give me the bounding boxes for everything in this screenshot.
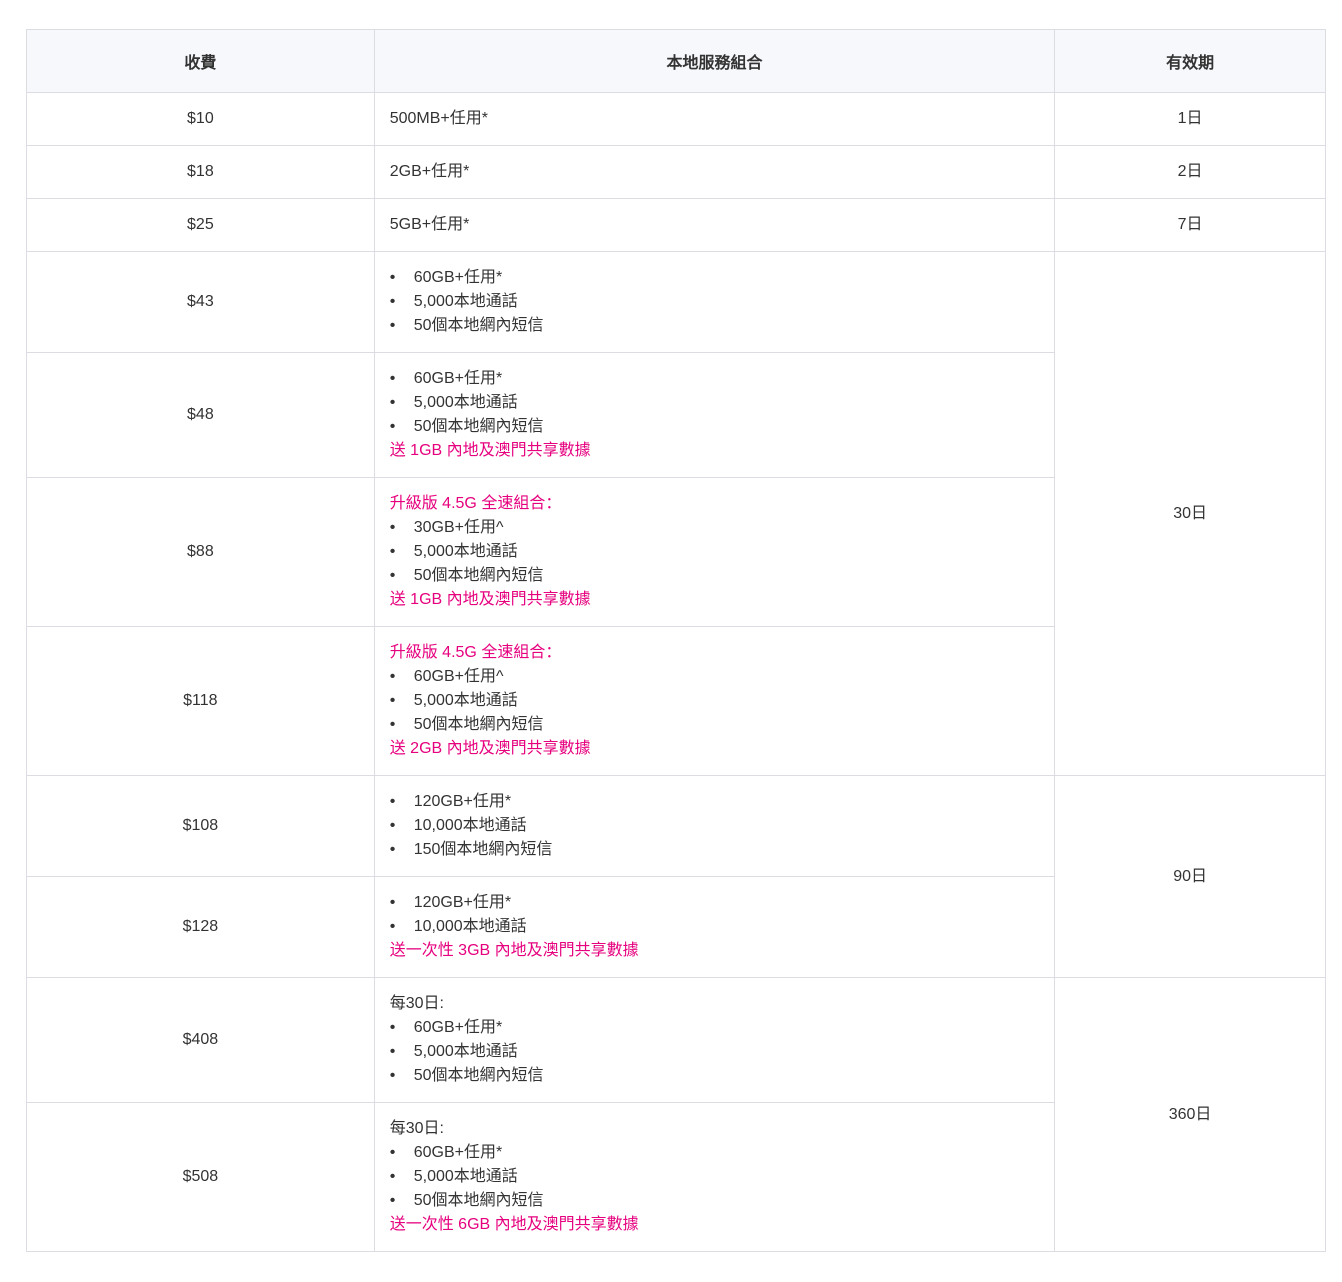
package-cell: 60GB+任用*5,000本地通話50個本地網內短信送 1GB 內地及澳門共享數… — [373, 352, 1056, 478]
bullet-item: 60GB+任用* — [390, 1016, 1039, 1040]
bullet-item: 10,000本地通話 — [390, 915, 1039, 939]
table-row: $25 5GB+任用* 7日 — [26, 198, 1326, 252]
bullet-item: 5,000本地通話 — [390, 1040, 1039, 1064]
bullet-item: 5,000本地通話 — [390, 689, 1039, 713]
validity-cell: 7日 — [1054, 198, 1326, 252]
package-cell: 500MB+任用* — [373, 92, 1056, 146]
table-row: $4860GB+任用*5,000本地通話50個本地網內短信送 1GB 內地及澳門… — [26, 352, 1326, 478]
package-cell: 2GB+任用* — [373, 145, 1056, 199]
table-body: $10 500MB+任用* 1日 $18 2GB+任用* 2日 $25 5GB+任用* 7日 $4… — [26, 92, 1326, 1252]
promo-text: 送 2GB 內地及澳門共享數據 — [389, 740, 591, 757]
bullet-item: 120GB+任用* — [390, 891, 1039, 915]
header-price: 收費 — [26, 29, 375, 93]
bullet-item: 5,000本地通話 — [390, 540, 1039, 564]
price-cell: $88 — [26, 477, 375, 627]
bullet-item: 60GB+任用* — [390, 1141, 1039, 1165]
bullet-item: 30GB+任用^ — [390, 516, 1039, 540]
bullet-item: 50個本地網內短信 — [390, 415, 1039, 439]
package-cell: 60GB+任用*5,000本地通話50個本地網內短信 — [373, 251, 1056, 353]
bullet-item: 60GB+任用* — [390, 266, 1039, 290]
package-text: 500MB+任用* — [389, 110, 489, 127]
price-cell: $408 — [26, 977, 375, 1103]
price-cell: $128 — [26, 876, 375, 978]
package-text: 2GB+任用* — [389, 163, 470, 180]
package-cell: 120GB+任用*10,000本地通話150個本地網內短信 — [373, 775, 1056, 877]
bullet-item: 5,000本地通話 — [390, 391, 1039, 415]
promo-text: 升級版 4.5G 全速組合： — [389, 644, 562, 661]
price-cell: $10 — [26, 92, 375, 146]
promo-text: 送 1GB 內地及澳門共享數據 — [389, 591, 591, 608]
table-row: $18 2GB+任用* 2日 — [26, 145, 1326, 199]
bullet-item: 150個本地網內短信 — [390, 838, 1039, 862]
price-cell: $43 — [26, 251, 375, 353]
price-cell: $118 — [26, 626, 375, 776]
validity-cell: 2日 — [1054, 145, 1326, 199]
table-row: $108120GB+任用*10,000本地通話150個本地網內短信90日 — [26, 775, 1326, 978]
promo-text: 升級版 4.5G 全速組合： — [389, 495, 562, 512]
package-text: 5GB+任用* — [389, 216, 470, 233]
bullet-item: 50個本地網內短信 — [390, 314, 1039, 338]
table-row: $118 升級版 4.5G 全速組合： 60GB+任用^5,000本地通話50個本地… — [26, 626, 1326, 776]
bullet-item: 5,000本地通話 — [390, 1165, 1039, 1189]
table-row: $10 500MB+任用* 1日 — [26, 92, 1326, 146]
validity-cell: 1日 — [1054, 92, 1326, 146]
package-cell: 每30日: 60GB+任用*5,000本地通話50個本地網內短信 — [373, 977, 1056, 1103]
package-cell: 升級版 4.5G 全速組合： 30GB+任用^5,000本地通話50個本地網內短信… — [373, 477, 1056, 627]
validity-cell: 360日 — [1054, 977, 1326, 1252]
table-header-row: 收費 本地服務組合 有效期 — [26, 29, 1326, 93]
promo-text: 送 1GB 內地及澳門共享數據 — [389, 442, 591, 459]
header-validity: 有效期 — [1054, 29, 1326, 93]
bullet-item: 50個本地網內短信 — [390, 1189, 1039, 1213]
promo-text: 送一次性 6GB 內地及澳門共享數據 — [389, 1216, 639, 1233]
validity-cell: 90日 — [1054, 775, 1326, 978]
bullet-item: 50個本地網內短信 — [390, 713, 1039, 737]
package-cell: 每30日: 60GB+任用*5,000本地通話50個本地網內短信送一次性 6GB … — [373, 1102, 1056, 1252]
promo-text: 送一次性 3GB 內地及澳門共享數據 — [389, 942, 639, 959]
header-package: 本地服務組合 — [373, 29, 1056, 93]
table-row: $4360GB+任用*5,000本地通話50個本地網內短信30日 — [26, 251, 1326, 776]
plans-table: 收費 本地服務組合 有效期 $10 500MB+任用* 1日 $18 2GB+任用* 2日… — [26, 29, 1326, 1252]
price-cell: $108 — [26, 775, 375, 877]
bullet-item: 60GB+任用* — [390, 367, 1039, 391]
table-row: $508 每30日: 60GB+任用*5,000本地通話50個本地網內短信送一次性 … — [26, 1102, 1326, 1252]
package-cell: 5GB+任用* — [373, 198, 1056, 252]
package-text: 每30日: — [389, 995, 444, 1012]
bullet-item: 60GB+任用^ — [390, 665, 1039, 689]
price-cell: $48 — [26, 352, 375, 478]
table-row: $88 升級版 4.5G 全速組合： 30GB+任用^5,000本地通話50個本地網… — [26, 477, 1326, 627]
bullet-item: 120GB+任用* — [390, 790, 1039, 814]
bullet-item: 10,000本地通話 — [390, 814, 1039, 838]
bullet-item: 5,000本地通話 — [390, 290, 1039, 314]
price-cell: $508 — [26, 1102, 375, 1252]
price-cell: $25 — [26, 198, 375, 252]
package-text: 每30日: — [389, 1120, 444, 1137]
validity-cell: 30日 — [1054, 251, 1326, 776]
package-cell: 升級版 4.5G 全速組合： 60GB+任用^5,000本地通話50個本地網內短信… — [373, 626, 1056, 776]
bullet-item: 50個本地網內短信 — [390, 1064, 1039, 1088]
price-cell: $18 — [26, 145, 375, 199]
bullet-item: 50個本地網內短信 — [390, 564, 1039, 588]
